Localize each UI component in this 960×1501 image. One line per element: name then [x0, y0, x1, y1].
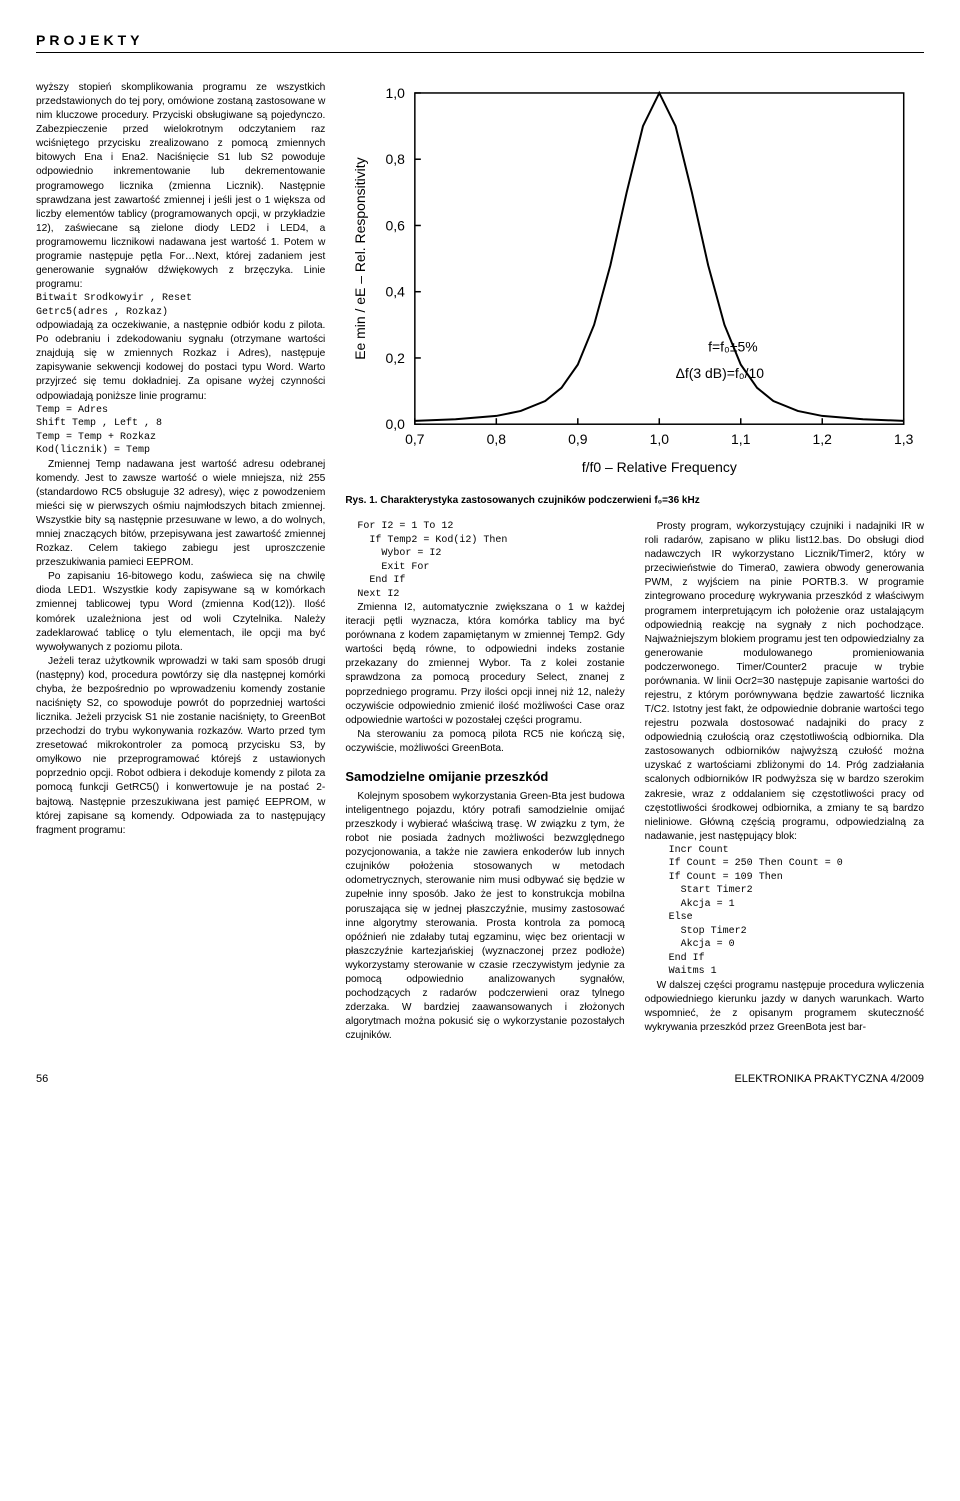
- para: odpowiadają za oczekiwanie, a następnie …: [36, 319, 325, 403]
- svg-text:Ee min / eE – Rel. Responsitiv: Ee min / eE – Rel. Responsitivity: [352, 157, 368, 359]
- para: Kolejnym sposobem wykorzystania Green-Bt…: [345, 790, 624, 1043]
- para: Po zapisaniu 16-bitowego kodu, zaświeca …: [36, 570, 325, 654]
- svg-text:0,8: 0,8: [487, 431, 507, 447]
- svg-text:1,0: 1,0: [386, 85, 406, 101]
- svg-text:0,9: 0,9: [568, 431, 588, 447]
- para: Zmienna I2, automatycznie zwiększana o 1…: [345, 601, 624, 728]
- svg-text:1,0: 1,0: [650, 431, 670, 447]
- code-block: For I2 = 1 To 12 If Temp2 = Kod(i2) Then…: [357, 520, 624, 601]
- page-number: 56: [36, 1073, 48, 1085]
- svg-text:0,4: 0,4: [386, 284, 406, 300]
- svg-text:0,6: 0,6: [386, 217, 406, 233]
- code-block: Temp = Adres Shift Temp , Left , 8 Temp …: [36, 404, 325, 458]
- svg-text:1,2: 1,2: [813, 431, 833, 447]
- svg-text:0,7: 0,7: [405, 431, 425, 447]
- issue-label: ELEKTRONIKA PRAKTYCZNA 4/2009: [734, 1073, 924, 1085]
- code-block: Incr Count If Count = 250 Then Count = 0…: [657, 844, 924, 979]
- svg-text:1,1: 1,1: [731, 431, 751, 447]
- svg-text:f=f₀±5%: f=f₀±5%: [708, 338, 758, 354]
- svg-text:0,8: 0,8: [386, 151, 406, 167]
- column-right: Prosty program, wykorzystujący czujniki …: [645, 520, 924, 1043]
- svg-text:0,2: 0,2: [386, 350, 406, 366]
- column-middle: For I2 = 1 To 12 If Temp2 = Kod(i2) Then…: [345, 520, 624, 1043]
- page-footer: 56 ELEKTRONIKA PRAKTYCZNA 4/2009: [36, 1067, 924, 1085]
- section-header: PROJEKTY: [36, 32, 924, 53]
- svg-text:f/f0 – Relative Frequency: f/f0 – Relative Frequency: [582, 459, 737, 475]
- para: W dalszej części programu następuje proc…: [645, 979, 924, 1035]
- svg-text:0,0: 0,0: [386, 416, 406, 432]
- subheading: Samodzielne omijanie przeszkód: [345, 768, 624, 786]
- svg-text:1,3: 1,3: [894, 431, 914, 447]
- para: Jeżeli teraz użytkownik wprowadzi w taki…: [36, 655, 325, 838]
- svg-text:Δf(3 dB)=f₀/10: Δf(3 dB)=f₀/10: [676, 365, 765, 381]
- para: wyższy stopień skomplikowania programu z…: [36, 81, 325, 292]
- para: Na sterowaniu za pomocą pilota RC5 nie k…: [345, 728, 624, 756]
- code-block: Bitwait Srodkowyir , Reset Getrc5(adres …: [36, 292, 325, 319]
- chart-caption: Rys. 1. Charakterystyka zastosowanych cz…: [345, 495, 924, 506]
- para: Zmiennej Temp nadawana jest wartość adre…: [36, 458, 325, 571]
- column-left: wyższy stopień skomplikowania programu z…: [36, 81, 325, 1043]
- responsivity-chart: 0,0 0,2 0,4 0,6 0,8 1,0 0,7 0,8 0,9 1,0 1,1 1,2 1,3 f…: [345, 81, 924, 485]
- para: Prosty program, wykorzystujący czujniki …: [645, 520, 924, 844]
